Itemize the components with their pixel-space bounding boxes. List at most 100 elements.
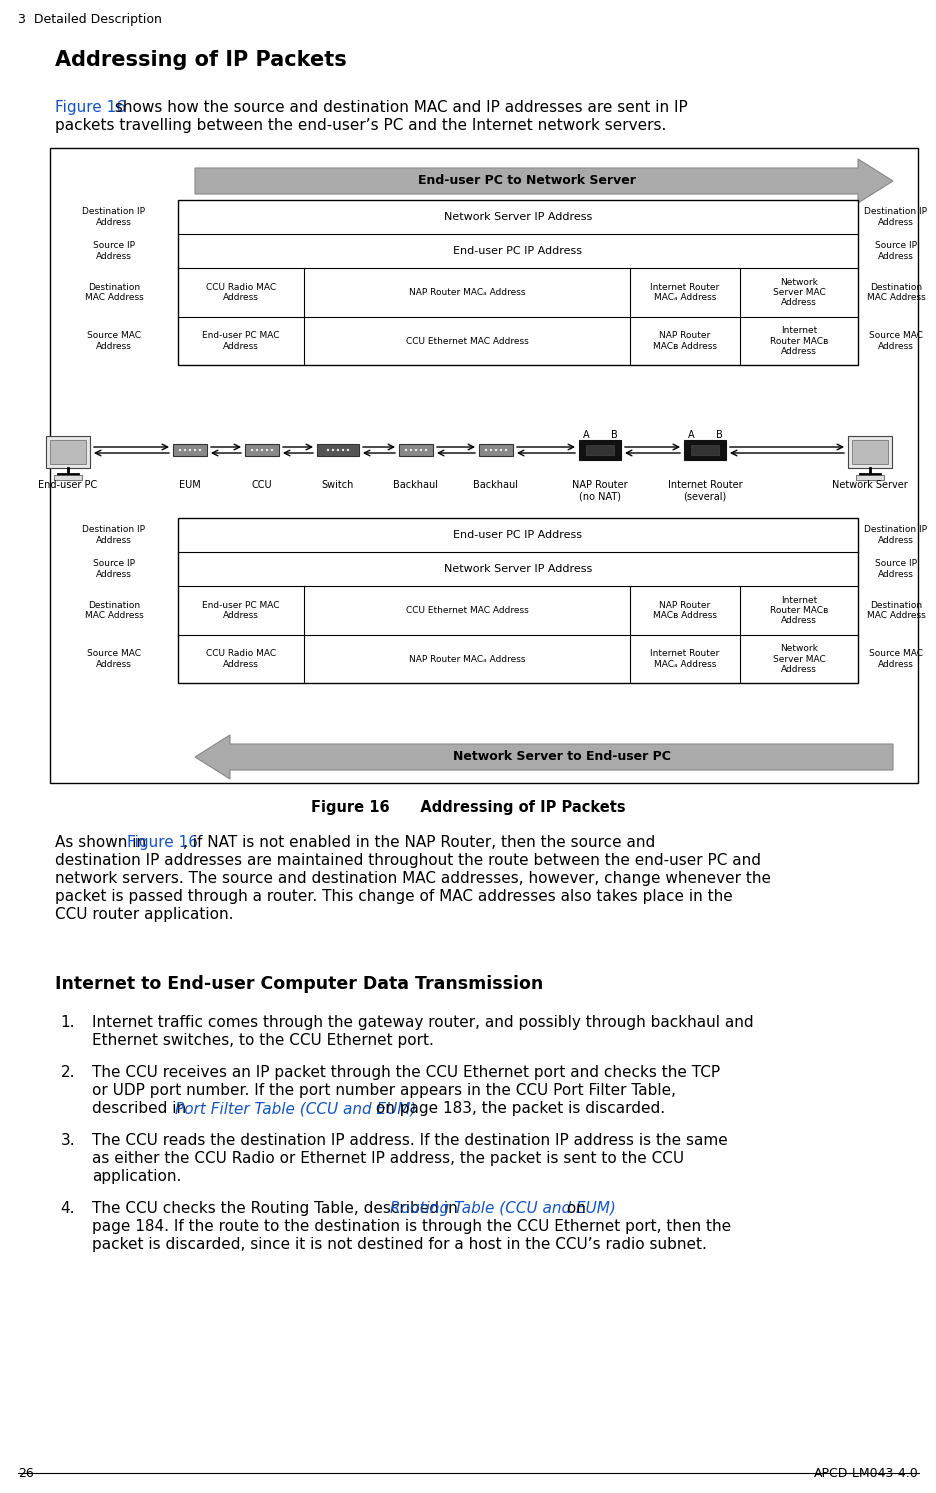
Bar: [178, 200, 857, 364]
Text: Source IP
Address: Source IP Address: [93, 242, 135, 261]
Text: Source IP
Address: Source IP Address: [874, 242, 916, 261]
Circle shape: [266, 449, 268, 451]
Bar: [244, 443, 279, 455]
Text: CCU: CCU: [252, 481, 272, 490]
Text: End-user PC MAC
Address: End-user PC MAC Address: [202, 331, 280, 351]
Circle shape: [260, 449, 263, 451]
Text: Network Server IP Address: Network Server IP Address: [444, 564, 592, 573]
Text: B: B: [715, 430, 722, 440]
Text: Port Filter Table (CCU and EUM): Port Filter Table (CCU and EUM): [174, 1100, 416, 1115]
Text: application.: application.: [92, 1169, 182, 1184]
Text: Figure 16: Figure 16: [55, 100, 125, 115]
Text: packets travelling between the end-user’s PC and the Internet network servers.: packets travelling between the end-user’…: [55, 118, 665, 133]
Bar: [173, 443, 207, 455]
Polygon shape: [195, 735, 892, 779]
Text: CCU Radio MAC
Address: CCU Radio MAC Address: [206, 649, 276, 669]
Bar: [178, 518, 857, 682]
Circle shape: [484, 449, 487, 451]
Text: Destination IP
Address: Destination IP Address: [864, 208, 927, 227]
Text: packet is discarded, since it is not destined for a host in the CCU’s radio subn: packet is discarded, since it is not des…: [92, 1238, 706, 1253]
Text: CCU router application.: CCU router application.: [55, 908, 233, 923]
Text: Network
Server MAC
Address: Network Server MAC Address: [772, 643, 825, 673]
Circle shape: [342, 449, 344, 451]
Circle shape: [331, 449, 334, 451]
Bar: [46, 436, 90, 467]
Circle shape: [424, 449, 427, 451]
Circle shape: [271, 449, 273, 451]
Text: on page 183, the packet is discarded.: on page 183, the packet is discarded.: [371, 1100, 665, 1115]
Text: Source IP
Address: Source IP Address: [93, 560, 135, 579]
Text: The CCU reads the destination IP address. If the destination IP address is the s: The CCU reads the destination IP address…: [92, 1133, 727, 1148]
Text: End-user PC MAC
Address: End-user PC MAC Address: [202, 600, 280, 620]
Bar: [847, 436, 891, 467]
Text: shows how the source and destination MAC and IP addresses are sent in IP: shows how the source and destination MAC…: [110, 100, 687, 115]
Text: Backhaul: Backhaul: [393, 481, 438, 490]
Text: End-user PC IP Address: End-user PC IP Address: [453, 246, 582, 255]
Circle shape: [188, 449, 191, 451]
Circle shape: [327, 449, 329, 451]
Text: Source MAC
Address: Source MAC Address: [87, 649, 140, 669]
Circle shape: [183, 449, 186, 451]
Text: packet is passed through a router. This change of MAC addresses also takes place: packet is passed through a router. This …: [55, 888, 732, 903]
Text: 4.: 4.: [61, 1200, 75, 1215]
Text: Network Server: Network Server: [831, 481, 907, 490]
Circle shape: [499, 449, 502, 451]
Circle shape: [336, 449, 339, 451]
Text: End-user PC IP Address: End-user PC IP Address: [453, 530, 582, 540]
Bar: [851, 440, 887, 464]
Circle shape: [409, 449, 412, 451]
Text: destination IP addresses are maintained throughout the route between the end-use: destination IP addresses are maintained …: [55, 853, 760, 867]
Text: , if NAT is not enabled in the NAP Router, then the source and: , if NAT is not enabled in the NAP Route…: [183, 835, 654, 850]
Text: Ethernet switches, to the CCU Ethernet port.: Ethernet switches, to the CCU Ethernet p…: [92, 1033, 433, 1048]
Circle shape: [494, 449, 497, 451]
Text: NAP Router MACₐ Address: NAP Router MACₐ Address: [408, 288, 525, 297]
Text: End-user PC: End-user PC: [38, 481, 97, 490]
Bar: [50, 148, 917, 782]
Text: on: on: [562, 1200, 585, 1215]
Text: Source MAC
Address: Source MAC Address: [868, 649, 922, 669]
Text: Routing Table (CCU and EUM): Routing Table (CCU and EUM): [390, 1200, 616, 1215]
Text: network servers. The source and destination MAC addresses, however, change whene: network servers. The source and destinat…: [55, 870, 770, 885]
Text: Source IP
Address: Source IP Address: [874, 560, 916, 579]
Text: End-user PC to Network Server: End-user PC to Network Server: [417, 175, 635, 188]
Text: Network
Server MAC
Address: Network Server MAC Address: [772, 278, 825, 308]
Bar: [399, 443, 432, 455]
Text: Destination IP
Address: Destination IP Address: [864, 526, 927, 545]
Circle shape: [404, 449, 407, 451]
Text: CCU Ethernet MAC Address: CCU Ethernet MAC Address: [405, 606, 528, 615]
Text: NAP Router
MACʙ Address: NAP Router MACʙ Address: [652, 331, 716, 351]
Text: A: A: [687, 430, 694, 440]
Text: 2.: 2.: [61, 1065, 75, 1079]
Circle shape: [346, 449, 349, 451]
Text: Switch: Switch: [321, 481, 354, 490]
Bar: [316, 443, 358, 455]
Text: Network Server to End-user PC: Network Server to End-user PC: [452, 751, 670, 763]
Text: Backhaul: Backhaul: [473, 481, 518, 490]
Text: Internet traffic comes through the gateway router, and possibly through backhaul: Internet traffic comes through the gatew…: [92, 1015, 753, 1030]
Circle shape: [490, 449, 491, 451]
Text: Figure 16: Figure 16: [127, 835, 197, 850]
Text: Destination
MAC Address: Destination MAC Address: [866, 600, 925, 620]
Text: Network Server IP Address: Network Server IP Address: [444, 212, 592, 222]
Text: as either the CCU Radio or Ethernet IP address, the packet is sent to the CCU: as either the CCU Radio or Ethernet IP a…: [92, 1151, 683, 1166]
Text: As shown in: As shown in: [55, 835, 151, 850]
Text: Internet Router
MACₐ Address: Internet Router MACₐ Address: [650, 649, 719, 669]
Text: A: A: [582, 430, 589, 440]
Circle shape: [415, 449, 417, 451]
Bar: [856, 475, 883, 481]
Circle shape: [256, 449, 258, 451]
Text: Internet Router
MACₐ Address: Internet Router MACₐ Address: [650, 282, 719, 302]
Text: Destination
MAC Address: Destination MAC Address: [84, 600, 143, 620]
Text: APCD-LM043-4.0: APCD-LM043-4.0: [813, 1468, 918, 1480]
Circle shape: [198, 449, 201, 451]
Bar: [690, 445, 718, 455]
Text: Destination
MAC Address: Destination MAC Address: [866, 282, 925, 302]
Bar: [585, 445, 613, 455]
Text: NAP Router
MACʙ Address: NAP Router MACʙ Address: [652, 600, 716, 620]
Text: Internet to End-user Computer Data Transmission: Internet to End-user Computer Data Trans…: [55, 975, 543, 993]
Text: page 184. If the route to the destination is through the CCU Ethernet port, then: page 184. If the route to the destinatio…: [92, 1218, 730, 1235]
Text: Internet Router
(several): Internet Router (several): [667, 481, 741, 502]
Text: B: B: [610, 430, 617, 440]
Text: Destination IP
Address: Destination IP Address: [82, 526, 145, 545]
Text: The CCU receives an IP packet through the CCU Ethernet port and checks the TCP: The CCU receives an IP packet through th…: [92, 1065, 720, 1079]
